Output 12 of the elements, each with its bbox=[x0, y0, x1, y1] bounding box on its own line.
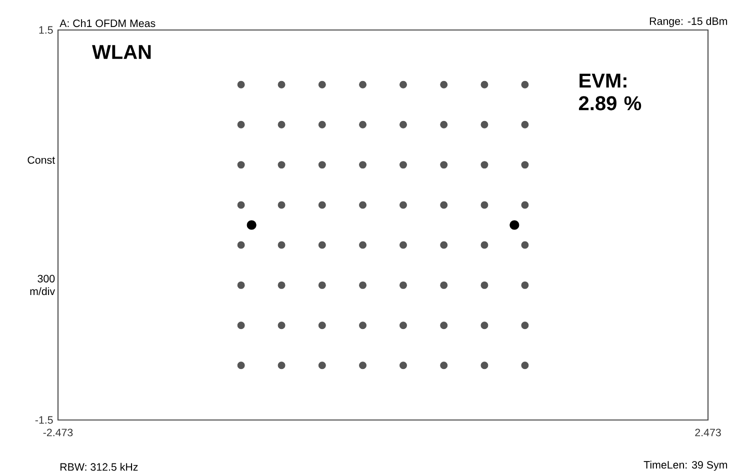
y-tick-label: 1.5 bbox=[39, 26, 53, 34]
annotation: EVM: 2.89 % bbox=[578, 74, 642, 110]
text: RBW: 312.5 kHz bbox=[60, 462, 138, 471]
text: 300 m/div bbox=[30, 274, 56, 296]
y-tick-label: -1.5 bbox=[35, 416, 53, 424]
chart-subtitle: Range: -15 dBm bbox=[650, 17, 728, 28]
x-tick-label: -2.473 bbox=[43, 428, 73, 436]
text: TimeLen: 39 Sym bbox=[644, 460, 728, 471]
y-axis-title: Const bbox=[28, 156, 55, 164]
x-tick-label: 2.473 bbox=[695, 428, 721, 436]
chart-title: A: Ch1 OFDM Meas bbox=[60, 19, 156, 28]
annotation: WLAN bbox=[92, 45, 151, 59]
